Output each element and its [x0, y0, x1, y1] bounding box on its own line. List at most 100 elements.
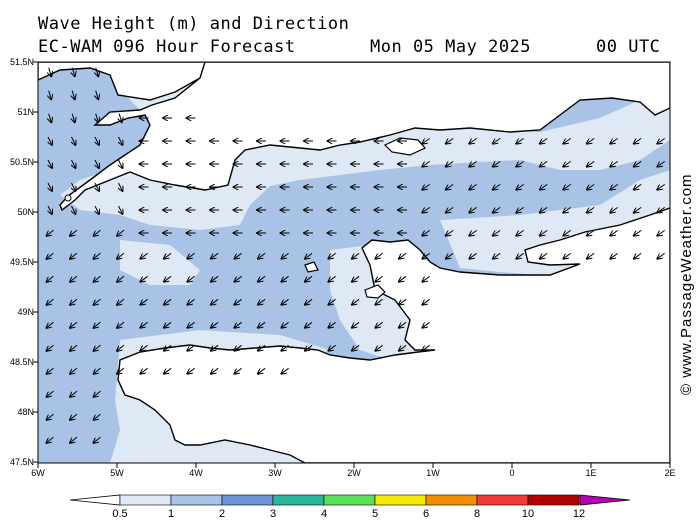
lon-label: 2W [347, 468, 361, 478]
wave-direction-arrow [610, 137, 618, 143]
wave-direction-arrow [95, 159, 99, 168]
wave-direction-arrow [211, 298, 219, 304]
wave-direction-arrow [234, 344, 242, 350]
lat-label: 50N [17, 207, 34, 217]
colorbar-label: 12 [572, 508, 586, 520]
wave-direction-arrow [516, 160, 524, 166]
wave-direction-arrow [469, 229, 477, 235]
wave-direction-arrow [119, 205, 123, 214]
wave-direction-arrow [164, 321, 172, 327]
wave-direction-arrow [70, 367, 78, 374]
wave-direction-arrow [587, 252, 595, 258]
wave-direction-arrow [117, 229, 125, 236]
wave-direction-arrow [493, 160, 501, 166]
lon-label: 6W [31, 468, 45, 478]
wave-direction-arrow [587, 206, 595, 212]
wave-direction-arrow [187, 367, 195, 373]
wave-direction-arrow [94, 298, 101, 305]
lat-label: 47.5N [9, 457, 34, 467]
wave-direction-arrow [375, 275, 383, 281]
colorbar [69, 494, 631, 506]
wave-direction-arrow [281, 298, 289, 304]
wave-direction-arrow [164, 252, 172, 258]
site-credit[interactable]: © www.PassageWeather.com [678, 173, 695, 395]
lat-label: 48N [17, 407, 34, 417]
wave-direction-arrow [352, 298, 360, 304]
wave-direction-arrow [119, 182, 123, 191]
wave-direction-arrow [72, 182, 76, 191]
wave-direction-arrow [70, 275, 78, 282]
wave-direction-arrow [469, 206, 477, 212]
wave-direction-arrow [305, 344, 313, 350]
wave-direction-arrow [540, 137, 548, 143]
wave-direction-arrow [422, 137, 430, 143]
wave-direction-arrow [47, 275, 54, 282]
wave-direction-arrow [540, 252, 548, 258]
wave-direction-arrow [422, 298, 430, 304]
wave-direction-arrow [234, 321, 242, 327]
lon-label: 2E [664, 468, 676, 478]
wave-direction-arrow [446, 160, 454, 166]
wave-direction-arrow [164, 275, 172, 281]
wave-direction-arrow [258, 367, 266, 373]
wave-direction-arrow [587, 183, 595, 189]
wave-direction-arrow [657, 206, 665, 212]
wave-direction-arrow [634, 206, 642, 212]
wave-direction-arrow [49, 90, 52, 100]
guernsey-island [304, 261, 319, 273]
wave-direction-arrow [164, 298, 172, 304]
wave-direction-arrow [422, 183, 430, 189]
wave-direction-arrow [446, 252, 454, 258]
wave-direction-arrow [610, 160, 618, 166]
wave-direction-arrow [47, 298, 54, 305]
wave-direction-arrow [164, 344, 172, 350]
wave-direction-arrow [352, 344, 360, 350]
wave-direction-arrow [187, 275, 195, 281]
colorbar-label: 3 [269, 508, 277, 520]
colorbar-label: 5 [371, 508, 379, 520]
wave-direction-arrow [70, 252, 78, 259]
wave-direction-arrow [72, 113, 75, 123]
wave-direction-arrow [493, 206, 501, 212]
wave-direction-arrow [94, 390, 101, 397]
wave-direction-arrow [187, 298, 195, 304]
wave-direction-arrow [469, 160, 477, 166]
wave-direction-arrow [234, 367, 242, 373]
colorbar-segment [272, 494, 325, 506]
wave-direction-arrow [422, 160, 430, 166]
wave-direction-arrow [563, 252, 571, 258]
wave-direction-arrow [399, 275, 407, 281]
colorbar-low-triangle [69, 494, 121, 506]
wave-direction-arrow [211, 275, 219, 281]
wave-direction-arrow [446, 137, 454, 143]
wave-direction-arrow [587, 160, 595, 166]
wave-direction-arrow [305, 321, 313, 327]
colorbar-segment [374, 494, 427, 506]
wave-direction-arrow [94, 252, 101, 259]
wave-direction-arrow [516, 252, 524, 258]
wave-direction-arrow [399, 252, 407, 258]
wave-direction-arrow [95, 205, 99, 214]
wave-direction-arrow [563, 183, 571, 189]
wave-direction-arrow [70, 390, 78, 397]
wave-direction-arrow [117, 252, 125, 259]
wave-direction-arrow [352, 252, 360, 258]
wave-direction-arrow [634, 160, 642, 166]
scilly-islands [64, 194, 72, 202]
lon-label: 4W [189, 468, 203, 478]
wave-direction-arrow [72, 67, 75, 77]
wave-direction-arrow [70, 436, 78, 443]
wave-direction-arrow [140, 344, 148, 350]
wave-direction-arrow [375, 344, 383, 350]
wave-direction-arrow [281, 275, 289, 281]
wave-direction-arrow [399, 344, 407, 350]
wave-direction-arrow [281, 367, 289, 373]
wave-direction-arrow [119, 159, 123, 168]
wave-direction-arrow [657, 229, 665, 235]
wave-direction-arrow [328, 298, 336, 304]
wave-direction-arrow [657, 252, 665, 258]
wave-direction-arrow [328, 275, 336, 281]
map-title: Wave Height (m) and Direction [38, 14, 350, 34]
wave-direction-arrow [48, 182, 52, 191]
